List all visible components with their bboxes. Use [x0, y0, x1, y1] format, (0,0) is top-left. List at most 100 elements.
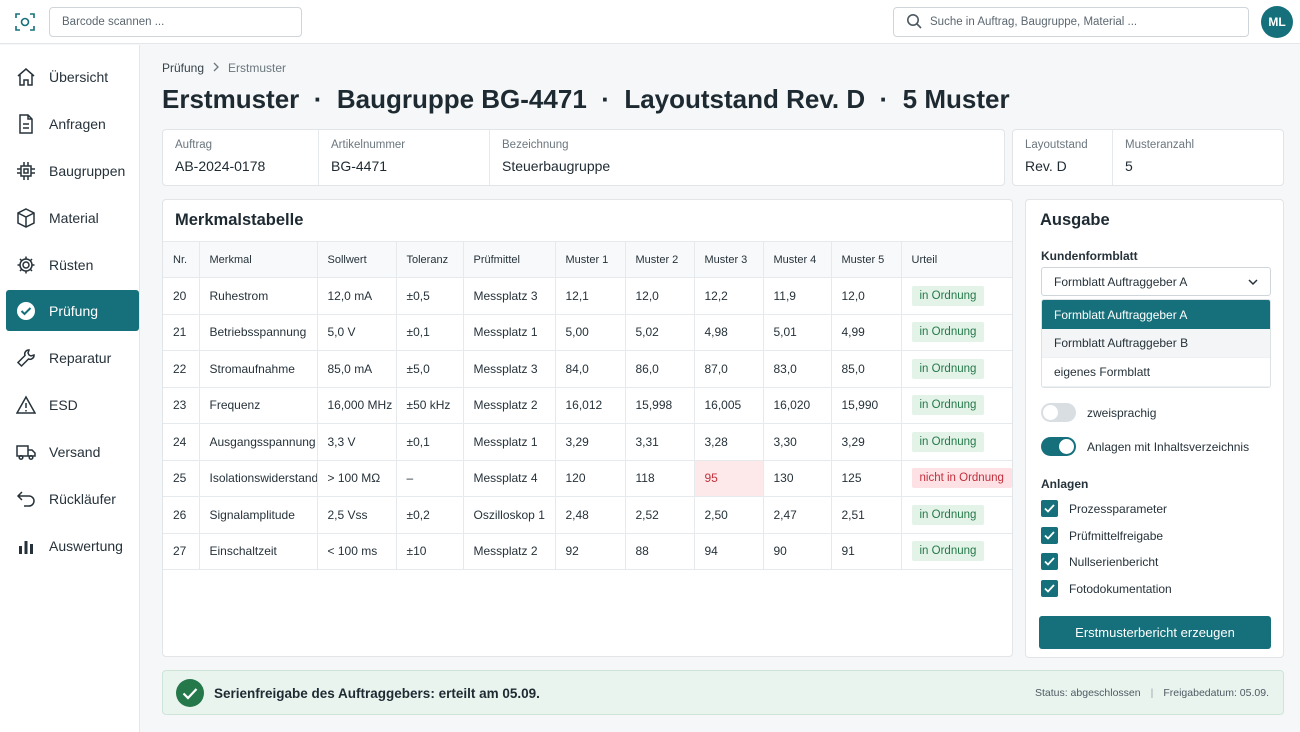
sidebar-item-ruesten[interactable]: Rüsten: [6, 244, 139, 285]
barcode-placeholder: Barcode scannen ...: [62, 16, 165, 28]
cell-nr: 26: [163, 496, 200, 534]
table-row[interactable]: 23 Frequenz 16,000 MHz ±50 kHz Messplatz 2 16…: [163, 387, 1012, 424]
cell-toleranz: –: [396, 460, 464, 497]
search-icon: [906, 13, 922, 32]
checkbox-checked-icon[interactable]: [1041, 553, 1058, 570]
sidebar-item-uebersicht[interactable]: Übersicht: [6, 56, 139, 97]
gear-icon: [15, 254, 37, 276]
checkbox-checked-icon[interactable]: [1041, 500, 1058, 517]
cell-sollwert: < 100 ms: [317, 533, 397, 570]
cell-toleranz: ±50 kHz: [396, 387, 464, 424]
table-row[interactable]: 21 Betriebsspannung 5,0 V ±0,1 Messplatz 1 5,…: [163, 314, 1012, 351]
table-row[interactable]: 22 Stromaufnahme 85,0 mA ±5,0 Messplatz 3 84,…: [163, 350, 1012, 388]
cell-muster: 86,0: [625, 350, 695, 388]
cell-muster: 130: [763, 460, 832, 497]
cell-sollwert: 2,5 Vss: [317, 496, 397, 534]
cell-nr: 24: [163, 423, 200, 461]
sidebar: Übersicht Anfragen Baugruppen Material R…: [0, 45, 140, 732]
cell-nr: 21: [163, 314, 200, 351]
info-artikel: Artikelnummer BG-4471: [319, 130, 490, 185]
table-row[interactable]: 27 Einschaltzeit < 100 ms ±10 Messplatz 2 92 8…: [163, 533, 1012, 570]
status-badge: in Ordnung: [911, 285, 985, 306]
sidebar-item-versand[interactable]: Versand: [6, 431, 139, 472]
sidebar-item-reparatur[interactable]: Reparatur: [6, 337, 139, 378]
form-option[interactable]: eigenes Formblatt: [1042, 358, 1270, 387]
sidebar-item-label: Baugruppen: [49, 162, 126, 179]
column-header: Urteil: [901, 241, 1012, 278]
sidebar-item-baugruppen[interactable]: Baugruppen: [6, 150, 139, 191]
form-option[interactable]: Formblatt Auftraggeber A: [1042, 300, 1270, 329]
barcode-input[interactable]: Barcode scannen ...: [49, 7, 302, 37]
table-row[interactable]: 20 Ruhestrom 12,0 mA ±0,5 Messplatz 3 12,1 12,…: [163, 277, 1012, 315]
cell-urteil: in Ordnung: [901, 387, 1012, 424]
checkbox-checked-icon[interactable]: [1041, 527, 1058, 544]
cell-nr: 25: [163, 460, 200, 497]
sidebar-item-ruecklaeufer[interactable]: Rückläufer: [6, 478, 139, 519]
bilingual-row: zweisprachig: [1041, 403, 1156, 422]
cell-muster: 3,31: [625, 423, 695, 461]
cell-muster: 91: [831, 533, 902, 570]
form-dropdown-list: Formblatt Auftraggeber A Formblatt Auftr…: [1041, 299, 1271, 388]
sidebar-item-label: Material: [49, 209, 99, 226]
info-label: Layoutstand: [1025, 139, 1088, 151]
checkbox-checked-icon[interactable]: [1041, 580, 1058, 597]
sidebar-item-pruefung[interactable]: Prüfung: [6, 290, 139, 331]
sidebar-item-anfragen[interactable]: Anfragen: [6, 103, 139, 144]
cell-sollwert: 5,0 V: [317, 314, 397, 351]
info-value: Steuerbaugruppe: [502, 158, 611, 174]
breadcrumb-current: Erstmuster: [228, 61, 287, 75]
sidebar-item-auswertung[interactable]: Auswertung: [6, 525, 139, 566]
sidebar-item-label: Übersicht: [49, 68, 109, 85]
attachment-checkbox-row[interactable]: Nullserienbericht: [1041, 553, 1158, 570]
column-header: Muster 5: [831, 241, 902, 278]
cell-urteil: in Ordnung: [901, 496, 1012, 534]
attachment-checkbox-row[interactable]: Prüfmittelfreigabe: [1041, 527, 1163, 544]
warning-icon: [15, 394, 37, 416]
cell-pruefmittel: Messplatz 2: [463, 387, 556, 424]
generate-report-button[interactable]: Erstmusterbericht erzeugen: [1039, 616, 1271, 649]
cell-pruefmittel: Messplatz 1: [463, 314, 556, 351]
cell-muster: 2,50: [694, 496, 764, 534]
column-header: Sollwert: [317, 241, 397, 278]
cell-urteil: in Ordnung: [901, 314, 1012, 351]
info-bezeichnung: Bezeichnung Steuerbaugruppe: [490, 130, 1004, 185]
toc-row: Anlagen mit Inhaltsverzeichnis: [1041, 437, 1249, 456]
cell-muster: 16,005: [694, 387, 764, 424]
chevron-down-icon: [1248, 275, 1258, 289]
bilingual-label: zweisprachig: [1087, 405, 1157, 420]
sidebar-item-material[interactable]: Material: [6, 197, 139, 238]
page-title: Erstmuster · Baugruppe BG-4471 · Layouts…: [162, 84, 1010, 114]
cell-merkmal: Ruhestrom: [199, 277, 318, 315]
table-row[interactable]: 25 Isolationswiderstand > 100 MΩ – Messplatz…: [163, 460, 1012, 497]
cell-merkmal: Betriebsspannung: [199, 314, 318, 351]
table-row[interactable]: 24 Ausgangsspannung 3,3 V ±0,1 Messplatz 1 3,…: [163, 423, 1012, 461]
info-muster: Musteranzahl 5: [1113, 130, 1283, 185]
toc-toggle[interactable]: [1041, 437, 1076, 456]
info-label: Musteranzahl: [1125, 139, 1195, 151]
attachment-checkbox-row[interactable]: Prozessparameter: [1041, 500, 1167, 517]
bilingual-toggle[interactable]: [1041, 403, 1076, 422]
breadcrumb-parent[interactable]: Prüfung: [162, 61, 205, 75]
check-circle-icon: [176, 679, 204, 707]
sidebar-item-label: Auswertung: [49, 537, 123, 554]
avatar[interactable]: ML: [1261, 6, 1293, 38]
cell-nr: 27: [163, 533, 200, 570]
cell-toleranz: ±0,2: [396, 496, 464, 534]
cell-merkmal: Stromaufnahme: [199, 350, 318, 388]
attachments-label: Anlagen: [1041, 477, 1089, 491]
form-select[interactable]: Formblatt Auftraggeber A: [1041, 267, 1271, 296]
form-option[interactable]: Formblatt Auftraggeber B: [1042, 329, 1270, 358]
cell-muster: 12,2: [694, 277, 764, 315]
info-label: Auftrag: [175, 139, 213, 151]
scan-icon[interactable]: [13, 10, 37, 34]
cell-muster: 120: [555, 460, 626, 497]
attachment-label: Prüfmittelfreigabe: [1069, 528, 1164, 543]
release-date-text: Freigabedatum: 05.09.: [1163, 687, 1269, 699]
table-header-row: Nr. Merkmal Sollwert Toleranz Prüfmittel Must…: [163, 241, 1012, 278]
search-placeholder: Suche in Auftrag, Baugruppe, Material ..…: [930, 16, 1138, 28]
attachment-checkbox-row[interactable]: Fotodokumentation: [1041, 580, 1172, 597]
sidebar-item-esd[interactable]: ESD: [6, 384, 139, 425]
column-header: Prüfmittel: [463, 241, 556, 278]
table-row[interactable]: 26 Signalamplitude 2,5 Vss ±0,2 Oszilloskop …: [163, 496, 1012, 534]
search-input[interactable]: Suche in Auftrag, Baugruppe, Material ..…: [893, 7, 1249, 37]
